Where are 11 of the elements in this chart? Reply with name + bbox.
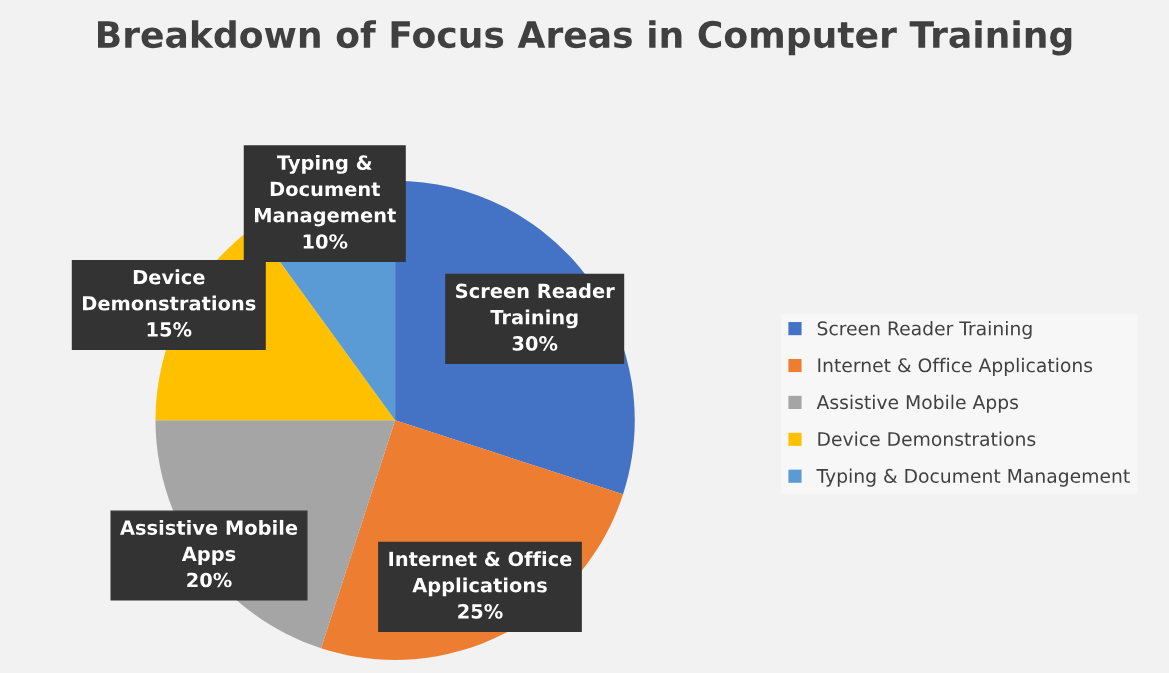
data-label: Typing & Document Management 10% (254, 154, 396, 249)
chart-title: Breakdown of Focus Areas in Computer Training (98, 20, 1072, 56)
data-label: Screen Reader Training 30% (456, 283, 615, 351)
data-label: Assistive Mobile Apps 20% (120, 519, 298, 588)
legend-label: Typing & Document Management (816, 468, 1130, 487)
legend-label: Internet & Office Applications (818, 357, 1093, 376)
legend-label: Device Demonstrations (818, 431, 1036, 447)
data-label: Device Demonstrations 15% (83, 269, 256, 337)
data-label: Internet & Office Applications 25% (389, 551, 572, 619)
legend-label: Screen Reader Training (817, 320, 1032, 340)
legend-label: Assistive Mobile Apps (816, 394, 1018, 413)
